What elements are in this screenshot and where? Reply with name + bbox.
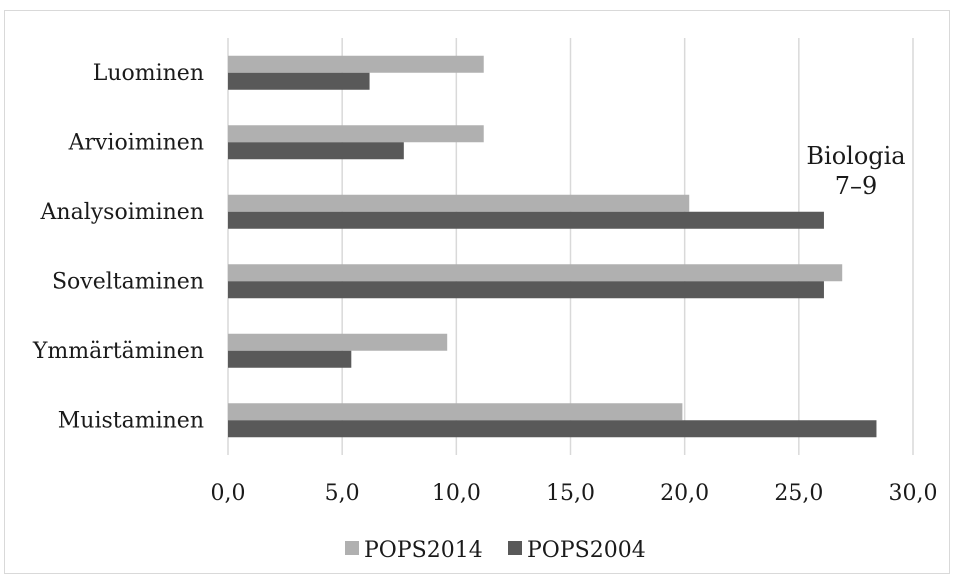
bar-pops2014-5: [228, 55, 484, 73]
x-tick-label: 0,0: [211, 481, 246, 506]
bar-pops2004-5: [228, 72, 370, 90]
bar-pops2014-2: [228, 264, 843, 282]
bar-pops2004-3: [228, 211, 824, 229]
bar-pops2014-3: [228, 194, 690, 212]
category-label: Arvioiminen: [68, 130, 204, 155]
annotation-line-1: Biologia: [806, 142, 905, 170]
x-tick-label: 25,0: [774, 481, 823, 506]
bar-pops2014-0: [228, 403, 683, 421]
legend-label-pops2004: POPS2004: [527, 538, 646, 563]
category-labels: Muistaminen Ymmärtäminen Soveltaminen Analy…: [32, 61, 204, 434]
bars: [228, 55, 877, 438]
bar-pops2014-4: [228, 125, 484, 143]
category-label: Soveltaminen: [52, 269, 204, 294]
legend-swatch-pops2014: [345, 541, 359, 555]
bar-pops2004-0: [228, 420, 877, 438]
x-tick-label: 30,0: [889, 481, 938, 506]
x-tick-label: 5,0: [325, 481, 360, 506]
legend-label-pops2014: POPS2014: [364, 538, 483, 563]
bar-pops2004-4: [228, 142, 404, 160]
x-tick-label: 20,0: [660, 481, 709, 506]
category-label: Ymmärtäminen: [32, 339, 204, 364]
x-tick-label: 10,0: [432, 481, 481, 506]
bar-pops2004-2: [228, 281, 824, 299]
bar-pops2014-1: [228, 333, 448, 351]
chart-annotation: Biologia 7–9: [806, 142, 905, 200]
x-tick-label: 15,0: [546, 481, 595, 506]
category-label: Muistaminen: [58, 408, 204, 433]
bar-pops2004-1: [228, 350, 352, 368]
gridlines: [227, 38, 914, 455]
x-tick-labels: 0,0 5,0 10,0 15,0 20,0 25,0 30,0: [211, 481, 938, 506]
annotation-line-2: 7–9: [835, 172, 878, 200]
legend-swatch-pops2004: [508, 541, 522, 555]
legend: POPS2014 POPS2004: [345, 538, 646, 563]
category-label: Analysoiminen: [40, 200, 204, 225]
category-label: Luominen: [93, 61, 204, 86]
